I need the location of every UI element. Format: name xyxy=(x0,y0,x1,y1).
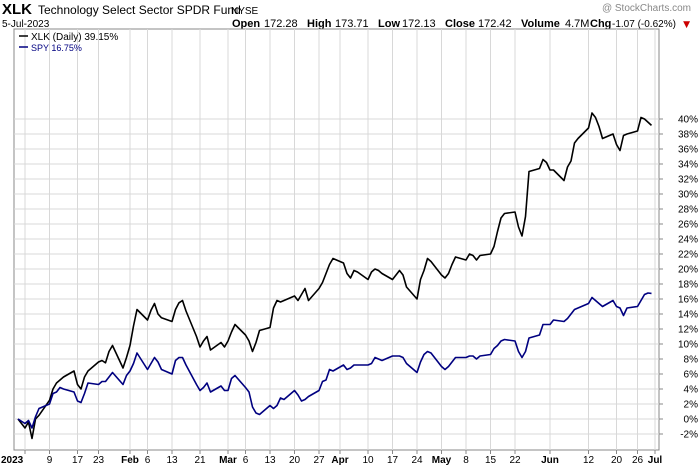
y-tick-label: 6% xyxy=(684,370,699,381)
x-tick-label: Apr xyxy=(331,455,348,466)
y-tick-label: 2% xyxy=(684,400,699,411)
x-tick-label: 2023 xyxy=(1,455,24,466)
x-tick-label: 6 xyxy=(243,455,249,466)
y-tick-label: 24% xyxy=(678,235,698,246)
legend: XLK (Daily) 39.15% SPY 16.75% xyxy=(19,32,118,53)
x-tick-label: May xyxy=(432,455,452,466)
x-tick-label: 15 xyxy=(485,455,497,466)
x-tick-label: 8 xyxy=(463,455,469,466)
x-tick-label: 20 xyxy=(289,455,301,466)
x-tick-label: Jun xyxy=(541,455,559,466)
y-tick-label: 20% xyxy=(678,265,698,276)
date-label: 5-Jul-2023 xyxy=(2,19,50,30)
x-tick-label: 23 xyxy=(93,455,105,466)
x-tick-label: Mar xyxy=(219,455,237,466)
close-label: Close xyxy=(445,18,475,30)
y-tick-label: 10% xyxy=(678,340,698,351)
x-tick-label: 22 xyxy=(509,455,521,466)
y-tick-label: 40% xyxy=(678,115,698,126)
y-axis: -2% 0% 2% 4% 6% 8% 10% 12% 14% 16% 18% 20% 22% 24% 26%… xyxy=(659,115,698,441)
y-tick-label: 32% xyxy=(678,175,698,186)
fund-name: Technology Select Sector SPDR Fund xyxy=(38,3,241,17)
chg-value: -1.07 (-0.62%) xyxy=(612,19,676,30)
high-value: 173.71 xyxy=(335,18,369,30)
x-tick-label: 20 xyxy=(611,455,623,466)
x-tick-label: 9 xyxy=(47,455,53,466)
y-tick-label: 22% xyxy=(678,250,698,261)
ticker-symbol: XLK xyxy=(2,1,32,18)
y-tick-label: 28% xyxy=(678,205,698,216)
x-tick-label: 21 xyxy=(194,455,206,466)
low-value: 172.13 xyxy=(402,18,436,30)
y-tick-label: 0% xyxy=(684,415,699,426)
y-tick-label: 8% xyxy=(684,355,699,366)
x-tick-label: 10 xyxy=(362,455,374,466)
x-tick-label: 27 xyxy=(313,455,325,466)
legend-label-xlk: XLK (Daily) 39.15% xyxy=(31,32,118,43)
exchange-label: NYSE xyxy=(231,6,259,17)
volume-label: Volume xyxy=(521,18,560,30)
series-lines xyxy=(17,112,653,440)
y-tick-label: 4% xyxy=(684,385,699,396)
x-tick-label: 26 xyxy=(632,455,644,466)
open-value: 172.28 xyxy=(264,18,298,30)
x-tick-label: 12 xyxy=(583,455,595,466)
x-tick-label: Feb xyxy=(121,455,139,466)
down-arrow-icon: ▼ xyxy=(683,20,690,30)
close-value: 172.42 xyxy=(478,18,512,30)
y-tick-label: 36% xyxy=(678,145,698,156)
y-tick-label: 26% xyxy=(678,220,698,231)
chg-label: Chg xyxy=(590,18,611,30)
volume-value: 4.7M xyxy=(565,18,589,30)
y-tick-label: 14% xyxy=(678,310,698,321)
x-tick-label: Jul xyxy=(648,455,663,466)
y-tick-label: 18% xyxy=(678,280,698,291)
x-tick-label: 17 xyxy=(387,455,399,466)
watermark: @ StockCharts.com xyxy=(602,3,691,14)
y-tick-label: -2% xyxy=(680,430,698,441)
y-tick-label: 12% xyxy=(678,325,698,336)
x-tick-label: 17 xyxy=(72,455,84,466)
x-tick-label: 6 xyxy=(145,455,151,466)
x-axis: 2023 9 17 23 Feb 6 13 21 Mar 6 13 20 27 Apr 10 17 24 May 8… xyxy=(1,450,662,466)
high-label: High xyxy=(307,18,332,30)
x-tick-label: 13 xyxy=(264,455,276,466)
y-tick-label: 30% xyxy=(678,190,698,201)
x-tick-label: 24 xyxy=(411,455,423,466)
legend-label-spy: SPY 16.75% xyxy=(31,43,82,53)
low-label: Low xyxy=(378,18,400,30)
series-line-spy xyxy=(17,292,652,429)
y-tick-label: 34% xyxy=(678,160,698,171)
y-tick-label: 38% xyxy=(678,130,698,141)
x-tick-label: 13 xyxy=(166,455,178,466)
y-tick-label: 16% xyxy=(678,295,698,306)
series-line-xlk xyxy=(17,112,653,440)
open-label: Open xyxy=(232,18,260,30)
grid-lines xyxy=(14,29,659,450)
